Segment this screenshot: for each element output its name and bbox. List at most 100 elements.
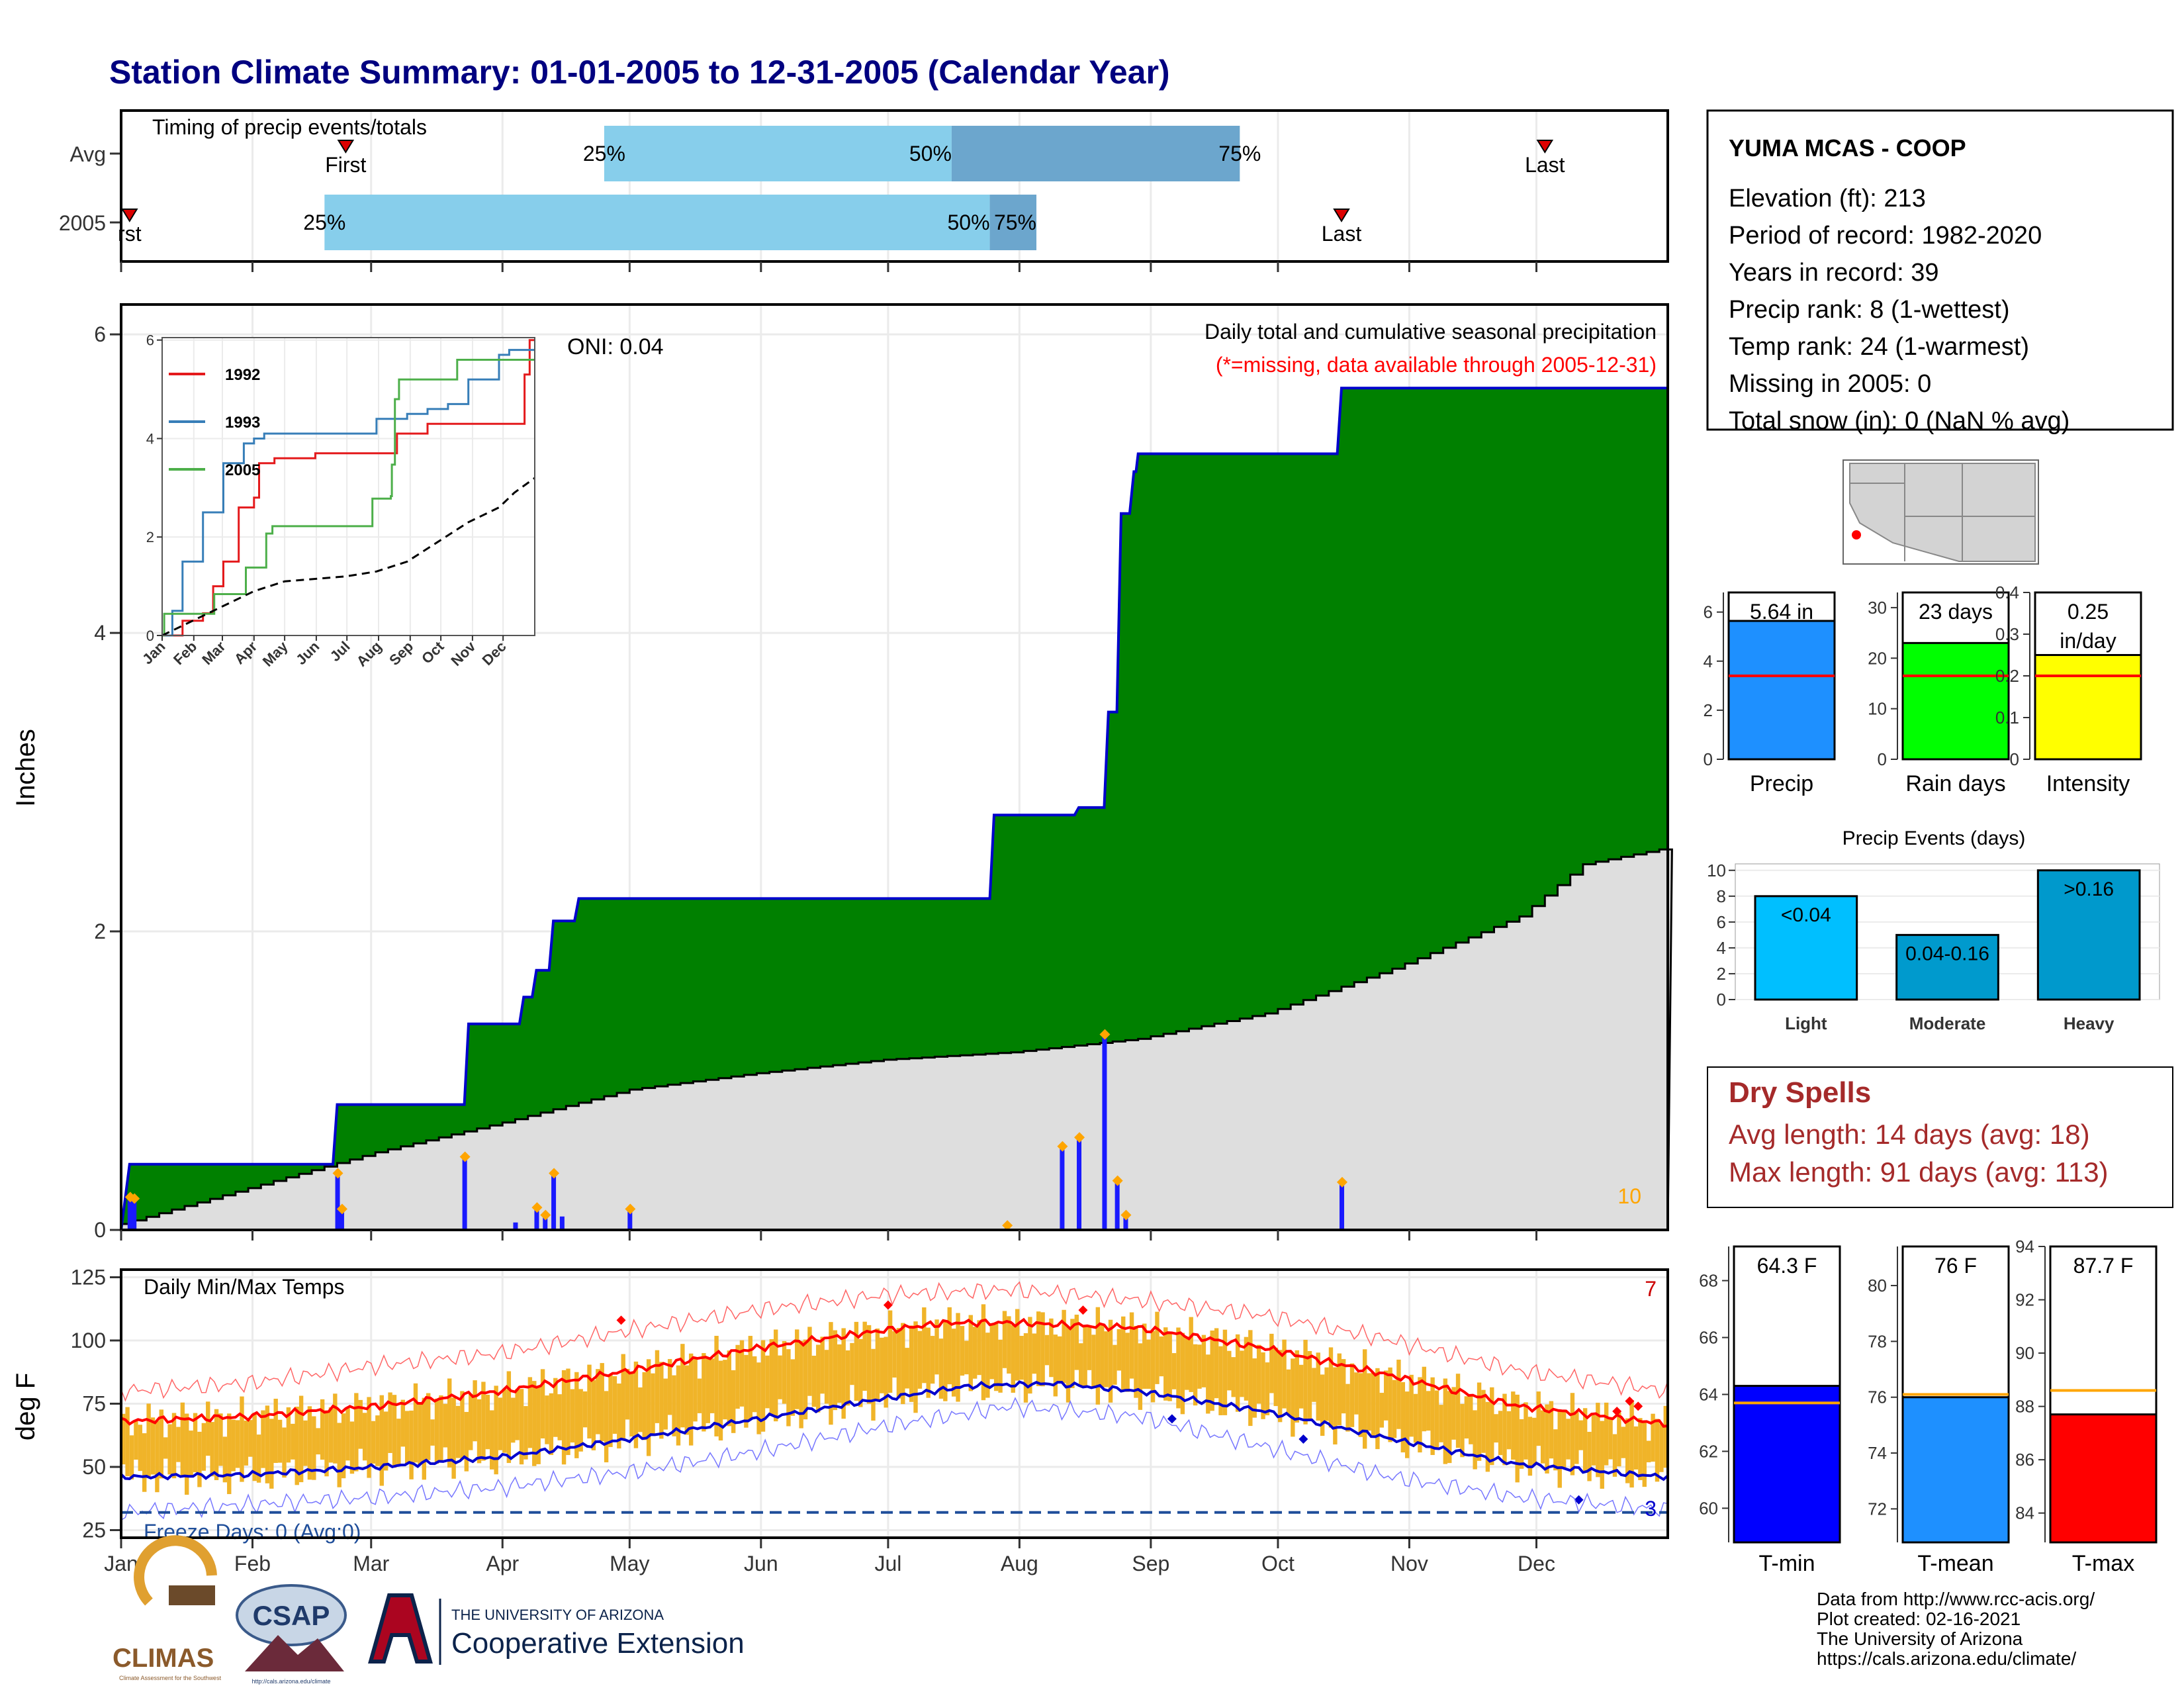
small-panel-tick-label: 76 (1868, 1387, 1887, 1407)
daily-temp-bar (422, 1397, 426, 1480)
temp-x-tick-label: Jan (104, 1552, 138, 1575)
daily-temp-bar (608, 1374, 613, 1448)
daily-temp-bar (1625, 1418, 1630, 1483)
daily-temp-bar (1426, 1391, 1431, 1431)
timing-label-25: 25% (303, 211, 345, 234)
daily-temp-bar (600, 1363, 604, 1442)
daily-temp-bar (1388, 1367, 1392, 1442)
daily-temp-bar (269, 1419, 274, 1489)
daily-temp-bar (324, 1410, 329, 1477)
daily-temp-bar (1227, 1350, 1232, 1391)
daily-temp-bar (498, 1397, 503, 1450)
daily-precip-marker (1099, 1029, 1111, 1040)
events-bar (1754, 895, 1858, 1001)
daily-temp-bar (1036, 1311, 1041, 1387)
daily-temp-bar (502, 1389, 507, 1453)
daily-temp-bar (1167, 1331, 1172, 1401)
daily-temp-bar (756, 1362, 761, 1434)
daily-temp-bar (409, 1410, 414, 1479)
daily-temp-bar (185, 1413, 189, 1495)
daily-temp-bar (464, 1411, 469, 1472)
daily-temp-bar (1464, 1396, 1469, 1439)
small-panel-category-label: Rain days (1905, 771, 2005, 796)
daily-precip-bar (132, 1198, 137, 1230)
daily-precip-bar (1339, 1182, 1344, 1230)
daily-temp-bar (1028, 1317, 1032, 1394)
station-box (1706, 109, 2174, 431)
daily-temp-bar (820, 1336, 825, 1394)
daily-precip-bar (1115, 1180, 1120, 1230)
dry-spells-box (1707, 1066, 2173, 1208)
daily-temp-bar (286, 1407, 291, 1463)
daily-temp-bar (557, 1394, 562, 1440)
timing-title: Timing of precip events/totals (152, 115, 427, 139)
daily-temp-bar (1596, 1403, 1600, 1477)
ua-block-a (368, 1593, 433, 1664)
timing-first-marker (121, 209, 138, 222)
daily-temp-bar (1651, 1413, 1655, 1462)
daily-temp-bar (1095, 1307, 1101, 1405)
daily-temp-bar (866, 1325, 872, 1404)
credits: Data from http://www.rcc-acis.org/Plot c… (1817, 1589, 2095, 1669)
daily-temp-bar (277, 1419, 283, 1463)
inset-legend-label: 1993 (225, 414, 260, 432)
daily-temp-bar (1400, 1382, 1406, 1453)
daily-temp-bar (993, 1323, 999, 1391)
map-borders (1850, 463, 2035, 561)
inset-series-line (162, 339, 535, 637)
small-panel-tick-label: 68 (1699, 1271, 1718, 1291)
daily-temp-bar (896, 1328, 901, 1399)
inset-y-tick-label: 4 (146, 430, 154, 447)
page-title: Station Climate Summary: 01-01-2005 to 1… (109, 54, 1170, 91)
daily-temp-bar (167, 1424, 172, 1475)
daily-temp-bar (786, 1349, 791, 1427)
small-panel-tick-label: 0.4 (1995, 583, 2019, 602)
daily-temp-bar (434, 1398, 439, 1464)
daily-temp-bar (201, 1423, 206, 1471)
daily-temp-bar (688, 1353, 694, 1446)
small-panel-tick-label: 60 (1699, 1498, 1718, 1518)
daily-precip-marker (459, 1151, 471, 1162)
daily-temp-bar (1044, 1335, 1050, 1366)
daily-temp-bar (1040, 1312, 1045, 1387)
daily-temp-bar (1608, 1417, 1613, 1460)
inset-legend-label: 1992 (225, 366, 260, 384)
daily-temp-bar (430, 1419, 435, 1446)
daily-temp-bar (1536, 1391, 1541, 1446)
daily-temp-bar (985, 1333, 990, 1398)
daily-temp-bar (1494, 1414, 1498, 1443)
daily-temp-bar (1511, 1391, 1516, 1460)
temp-title: Daily Min/Max Temps (144, 1275, 344, 1299)
daily-temp-bar (180, 1402, 185, 1477)
timing-frame (120, 109, 1669, 263)
climas-logo-subtext: Climate Assessment for the Southwest (119, 1675, 222, 1681)
credit-line: Plot created: 02-16-2021 (1817, 1609, 2021, 1629)
daily-temp-bar (1091, 1335, 1096, 1387)
daily-temp-bar (1324, 1367, 1329, 1421)
daily-temp-bar (934, 1319, 939, 1375)
daily-temp-bar (553, 1378, 558, 1437)
daily-temp-bar (1617, 1412, 1621, 1467)
daily-temp-bar (1498, 1411, 1503, 1456)
daily-temp-bar (383, 1411, 388, 1471)
station-line: Period of record: 1982-2020 (1729, 222, 2042, 250)
small-panel-bar (2034, 654, 2142, 761)
small-panel-tick-label: 92 (2015, 1290, 2034, 1310)
daily-temp-bar (684, 1365, 689, 1435)
daily-temp-bar (1439, 1405, 1443, 1442)
daily-temp-bar (709, 1358, 715, 1413)
daily-temp-bar (451, 1397, 456, 1479)
daily-temp-bar (989, 1324, 994, 1380)
daily-temp-bar (1291, 1358, 1295, 1437)
daily-temp-bar (447, 1378, 452, 1468)
daily-temp-bar (248, 1420, 253, 1457)
inset-normal-line (161, 477, 535, 637)
temp-bottom-count: 3 (1645, 1497, 1657, 1521)
daily-temp-bar (829, 1322, 833, 1425)
ua-small-text: THE UNIVERSITY OF ARIZONA (451, 1607, 664, 1623)
daily-temp-bar (1434, 1390, 1439, 1450)
events-bar (2036, 869, 2141, 1001)
timing-last-marker (1536, 140, 1554, 154)
daily-temp-bar (693, 1357, 698, 1422)
precip-panel: 0 2 4 6 Inches Daily total and cumulative s… (11, 261, 1673, 1242)
